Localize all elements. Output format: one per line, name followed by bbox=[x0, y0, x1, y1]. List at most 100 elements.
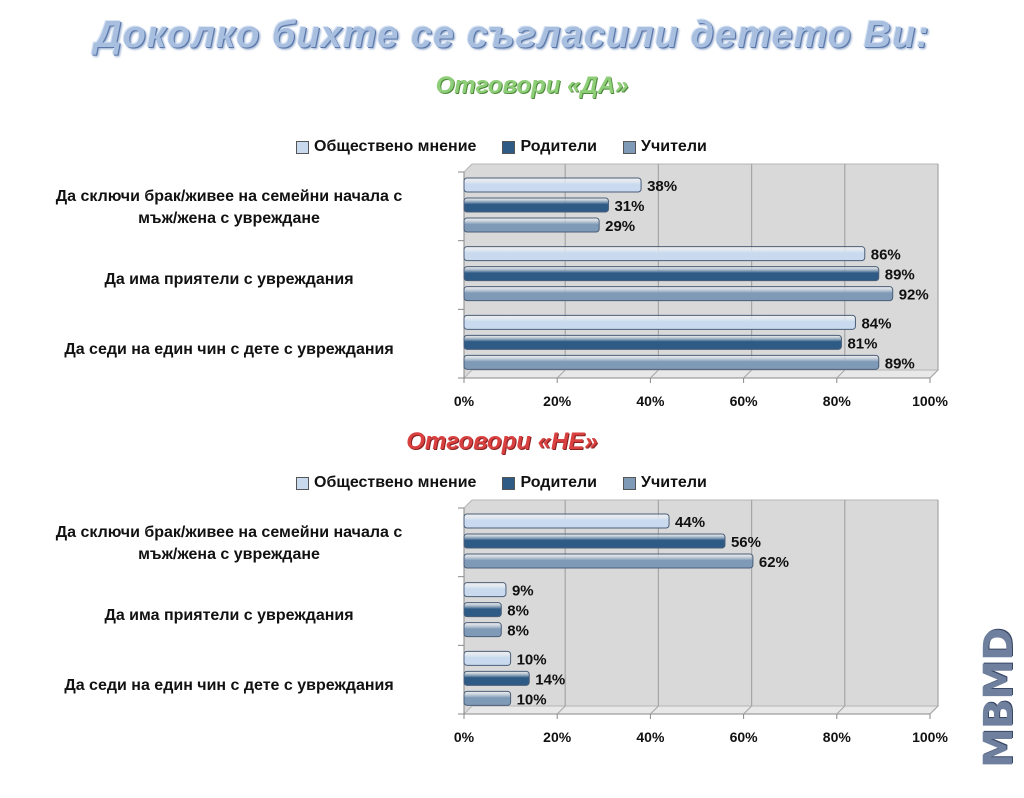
x-tick-label: 100% bbox=[912, 729, 948, 745]
legend-item-teachers: Учители bbox=[623, 138, 707, 156]
legend-label: Обществено мнение bbox=[314, 138, 477, 155]
gridline-floor bbox=[929, 369, 939, 379]
gridline-floor bbox=[929, 705, 939, 715]
chart-no: Обществено мнение Родители Учители Да ск… bbox=[0, 468, 1024, 798]
legend-label: Родители bbox=[520, 138, 598, 155]
bar-parents bbox=[463, 602, 502, 618]
bar-parents bbox=[463, 266, 880, 282]
data-label: 9% bbox=[512, 583, 534, 600]
data-label: 8% bbox=[507, 623, 529, 640]
legend-item-parents: Родители bbox=[502, 138, 597, 156]
data-label: 56% bbox=[731, 534, 761, 551]
bar-teachers bbox=[463, 217, 600, 233]
data-label: 89% bbox=[885, 267, 915, 284]
category-label: Да сключи брак/живее на семейни начала с… bbox=[14, 186, 444, 230]
gridline-floor bbox=[836, 369, 846, 379]
legend-label: Учители bbox=[641, 474, 707, 491]
bar-public-opinion bbox=[463, 513, 670, 529]
x-tick-label: 100% bbox=[912, 393, 948, 409]
bar-public-opinion bbox=[463, 177, 642, 193]
x-tick-label: 40% bbox=[636, 393, 665, 409]
page-title: Доколко бихте се съгласили детето Ви: bbox=[94, 14, 930, 56]
legend-label: Родители bbox=[520, 474, 598, 491]
chart-plot: 0% 20% 40% 60% 80% 100% 38%31% 29% 86% 89% 92% 84% 8… bbox=[454, 163, 948, 409]
bar-public-opinion bbox=[463, 650, 512, 666]
category-label-line: мъж/жена с увреждане bbox=[138, 546, 320, 563]
data-label: 8% bbox=[507, 603, 529, 620]
category-label-line: Да има приятели с увреждания bbox=[104, 607, 354, 624]
bar-parents bbox=[463, 670, 530, 686]
bar-teachers bbox=[463, 690, 512, 706]
legend-swatch bbox=[623, 140, 637, 154]
subtitle-yes: Отговори «ДА» bbox=[435, 72, 629, 99]
data-label: 10% bbox=[517, 691, 547, 708]
x-tick-label: 0% bbox=[454, 729, 475, 745]
x-tick-label: 60% bbox=[730, 729, 759, 745]
bar-public-opinion bbox=[463, 314, 856, 330]
legend-item-teachers: Учители bbox=[623, 474, 707, 492]
legend: Обществено мнение Родители Учители bbox=[296, 138, 707, 156]
category-label-line: мъж/жена с увреждане bbox=[138, 210, 320, 227]
chart-yes: Обществено мнение Родители Учители Да ск… bbox=[0, 132, 1024, 462]
category-label-line: Да сключи брак/живее на семейни начала с bbox=[55, 524, 403, 541]
data-label: 81% bbox=[847, 335, 877, 352]
bar-teachers bbox=[463, 286, 894, 302]
bar-parents bbox=[463, 197, 609, 213]
category-label: Да има приятели с увреждания bbox=[14, 605, 444, 627]
bar-teachers bbox=[463, 622, 502, 638]
data-label: 89% bbox=[885, 355, 915, 372]
legend-label: Обществено мнение bbox=[314, 474, 477, 491]
category-label-line: Да седи на един чин с дете с увреждания bbox=[64, 677, 394, 694]
x-tick-label: 20% bbox=[543, 729, 572, 745]
legend-item-public-opinion: Обществено мнение bbox=[296, 138, 476, 156]
data-label: 38% bbox=[647, 178, 677, 195]
bar-parents bbox=[463, 334, 842, 350]
bar-teachers bbox=[463, 354, 880, 370]
category-label-line: Да седи на един чин с дете с увреждания bbox=[64, 341, 394, 358]
subtitle-no: Отговори «НЕ» bbox=[406, 428, 598, 455]
bar-teachers bbox=[463, 553, 754, 569]
watermark-logo: MBMD bbox=[976, 628, 1022, 768]
gridline-floor bbox=[556, 369, 566, 379]
data-label: 84% bbox=[861, 315, 891, 332]
category-label: Да седи на един чин с дете с увреждания bbox=[14, 675, 444, 697]
gridline-floor bbox=[743, 369, 752, 379]
gridline-floor bbox=[650, 369, 659, 379]
data-label: 62% bbox=[759, 554, 789, 571]
gridline-floor bbox=[743, 705, 752, 715]
data-label: 14% bbox=[535, 671, 565, 688]
x-tick-label: 0% bbox=[454, 393, 475, 409]
legend: Обществено мнение Родители Учители bbox=[296, 474, 707, 492]
data-label: 86% bbox=[871, 247, 901, 264]
bar-public-opinion bbox=[463, 582, 507, 598]
data-label: 29% bbox=[605, 218, 635, 235]
gridline-floor bbox=[650, 705, 659, 715]
legend-swatch bbox=[296, 140, 309, 154]
data-label: 10% bbox=[517, 651, 547, 668]
x-tick-label: 80% bbox=[823, 729, 852, 745]
bar-public-opinion bbox=[463, 246, 866, 262]
legend-label: Учители bbox=[641, 138, 707, 155]
x-tick-label: 80% bbox=[823, 393, 852, 409]
legend-swatch bbox=[296, 476, 309, 490]
category-label-line: Да сключи брак/живее на семейни начала с bbox=[55, 188, 403, 205]
chart-plot: 0% 20% 40% 60% 80% 100% 44% 56% 62% 9% 8% 8% 10% 14% 1… bbox=[454, 499, 948, 745]
legend-item-parents: Родители bbox=[502, 474, 597, 492]
plot-floor bbox=[462, 369, 940, 379]
gridline-floor bbox=[836, 705, 846, 715]
legend-swatch bbox=[502, 476, 516, 490]
category-label-line: Да има приятели с увреждания bbox=[104, 271, 354, 288]
x-tick-label: 20% bbox=[543, 393, 572, 409]
category-label: Да има приятели с увреждания bbox=[14, 269, 444, 291]
legend-swatch bbox=[623, 476, 637, 490]
category-label: Да седи на един чин с дете с увреждания bbox=[14, 339, 444, 361]
bar-parents bbox=[463, 533, 726, 549]
x-tick-label: 60% bbox=[730, 393, 759, 409]
data-label: 44% bbox=[675, 514, 705, 531]
data-label: 92% bbox=[899, 287, 929, 304]
category-label: Да сключи брак/живее на семейни начала с… bbox=[14, 522, 444, 566]
gridline-floor bbox=[556, 705, 566, 715]
legend-swatch bbox=[502, 140, 516, 154]
data-label: 31% bbox=[614, 198, 644, 215]
x-tick-label: 40% bbox=[636, 729, 665, 745]
